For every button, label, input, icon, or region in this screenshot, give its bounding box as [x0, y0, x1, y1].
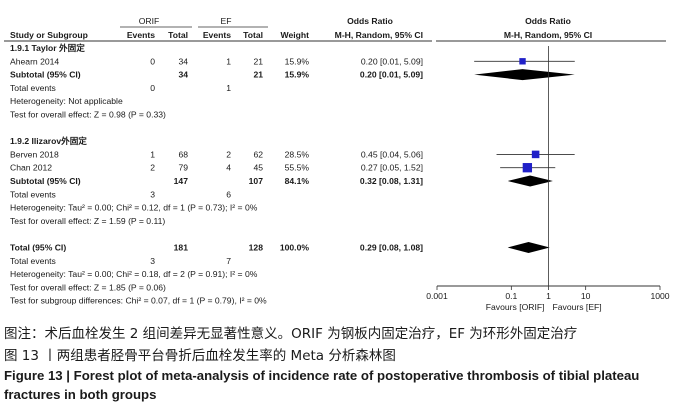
- ef-total: 128: [249, 243, 264, 253]
- weight-value: 15.9%: [285, 56, 310, 66]
- ef-total: 107: [249, 176, 264, 186]
- favours-right-label: Favours [EF]: [553, 302, 602, 312]
- orif-total: 68: [178, 149, 188, 159]
- or-ci-value: 0.27 [0.05, 1.52]: [361, 163, 423, 173]
- orif-total: 147: [174, 176, 189, 186]
- pooled-diamond: [474, 69, 575, 81]
- col-events1-header: Events: [127, 30, 155, 40]
- orif-total: 79: [178, 163, 188, 173]
- orif-events: 3: [150, 189, 155, 199]
- study-name: Chan 2012: [10, 163, 52, 173]
- pooled-name: Subtotal (95% CI): [10, 70, 81, 80]
- total-events-label: Total events: [10, 189, 56, 199]
- statistics-note: Test for subgroup differences: Chi² = 0.…: [10, 296, 267, 306]
- forest-plot: ORIF EF Odds Ratio Odds Ratio Study or Subgr…: [4, 16, 670, 312]
- study-name: Berven 2018: [10, 149, 59, 159]
- weight-value: 28.5%: [285, 149, 310, 159]
- study-marker: [522, 163, 533, 173]
- figure-note-cn: 图注：术后血栓发生 2 组间差异无显著性意义。ORIF 为钢板内固定治疗，EF …: [4, 326, 578, 342]
- figure-title-cn: 图 13 丨两组患者胫骨平台骨折后血栓发生率的 Meta 分析森林图: [4, 348, 396, 364]
- or-ci-value: 0.45 [0.04, 5.06]: [361, 149, 423, 159]
- group1-label: ORIF: [139, 16, 160, 26]
- pooled-name: Subtotal (95% CI): [10, 176, 81, 186]
- orif-total: 34: [178, 70, 188, 80]
- weight-value: 15.9%: [285, 70, 310, 80]
- statistics-note: Heterogeneity: Tau² = 0.00; Chi² = 0.12,…: [10, 203, 258, 213]
- or-header-right: Odds Ratio: [525, 16, 571, 26]
- or-header-left: Odds Ratio: [347, 16, 393, 26]
- weight-value: 100.0%: [280, 243, 310, 253]
- orif-events: 1: [150, 149, 155, 159]
- col-method-right-header: M-H, Random, 95% CI: [504, 30, 592, 40]
- total-events-label: Total events: [10, 83, 56, 93]
- or-ci-value: 0.29 [0.08, 1.08]: [360, 243, 423, 253]
- weight-value: 84.1%: [285, 176, 310, 186]
- or-ci-value: 0.20 [0.01, 5.09]: [360, 70, 423, 80]
- col-method-left-header: M-H, Random, 95% CI: [335, 30, 423, 40]
- ef-events: 1: [226, 56, 231, 66]
- study-name: Ahearn 2014: [10, 56, 59, 66]
- ef-events: 1: [226, 83, 231, 93]
- pooled-name: Total (95% CI): [10, 243, 66, 253]
- orif-total: 181: [174, 243, 189, 253]
- favours-left-label: Favours [ORIF]: [486, 302, 545, 312]
- total-events-label: Total events: [10, 256, 56, 266]
- orif-events: 2: [150, 163, 155, 173]
- orif-events: 0: [150, 56, 155, 66]
- ef-events: 2: [226, 149, 231, 159]
- subgroup-heading: 1.9.1 Taylor 外固定: [10, 42, 85, 53]
- ef-events: 4: [226, 163, 231, 173]
- ef-total: 21: [253, 56, 263, 66]
- subgroup-heading: 1.9.2 Ilizarov外固定: [10, 135, 87, 146]
- ef-events: 6: [226, 189, 231, 199]
- study-marker: [519, 58, 526, 65]
- ef-total: 62: [253, 149, 263, 159]
- statistics-note: Test for overall effect: Z = 0.98 (P = 0…: [10, 110, 166, 120]
- ef-events: 7: [226, 256, 231, 266]
- col-weight-header: Weight: [281, 30, 310, 40]
- x-tick-label: 1: [546, 291, 551, 301]
- x-tick-label: 1000: [650, 291, 669, 301]
- x-tick-label: 0.1: [505, 291, 517, 301]
- group2-label: EF: [221, 16, 232, 26]
- col-total1-header: Total: [168, 30, 188, 40]
- ef-total: 21: [253, 70, 263, 80]
- x-tick-label: 10: [581, 291, 591, 301]
- col-total2-header: Total: [243, 30, 263, 40]
- orif-events: 3: [150, 256, 155, 266]
- ef-total: 45: [253, 163, 263, 173]
- pooled-diamond: [507, 242, 550, 253]
- col-events2-header: Events: [203, 30, 231, 40]
- statistics-note: Test for overall effect: Z = 1.85 (P = 0…: [10, 282, 166, 292]
- orif-events: 0: [150, 83, 155, 93]
- or-ci-value: 0.20 [0.01, 5.09]: [361, 56, 423, 66]
- orif-total: 34: [178, 56, 188, 66]
- weight-value: 55.5%: [285, 163, 310, 173]
- statistics-note: Test for overall effect: Z = 1.59 (P = 0…: [10, 216, 165, 226]
- study-marker: [531, 150, 540, 159]
- statistics-note: Heterogeneity: Not applicable: [10, 96, 123, 106]
- figure-title-en: Figure 13 | Forest plot of meta-analysis…: [4, 368, 640, 402]
- x-tick-label: 0.001: [426, 291, 448, 301]
- col-study-header: Study or Subgroup: [10, 30, 88, 40]
- statistics-note: Heterogeneity: Tau² = 0.00; Chi² = 0.18,…: [10, 269, 258, 279]
- pooled-diamond: [507, 175, 553, 187]
- or-ci-value: 0.32 [0.08, 1.31]: [360, 176, 423, 186]
